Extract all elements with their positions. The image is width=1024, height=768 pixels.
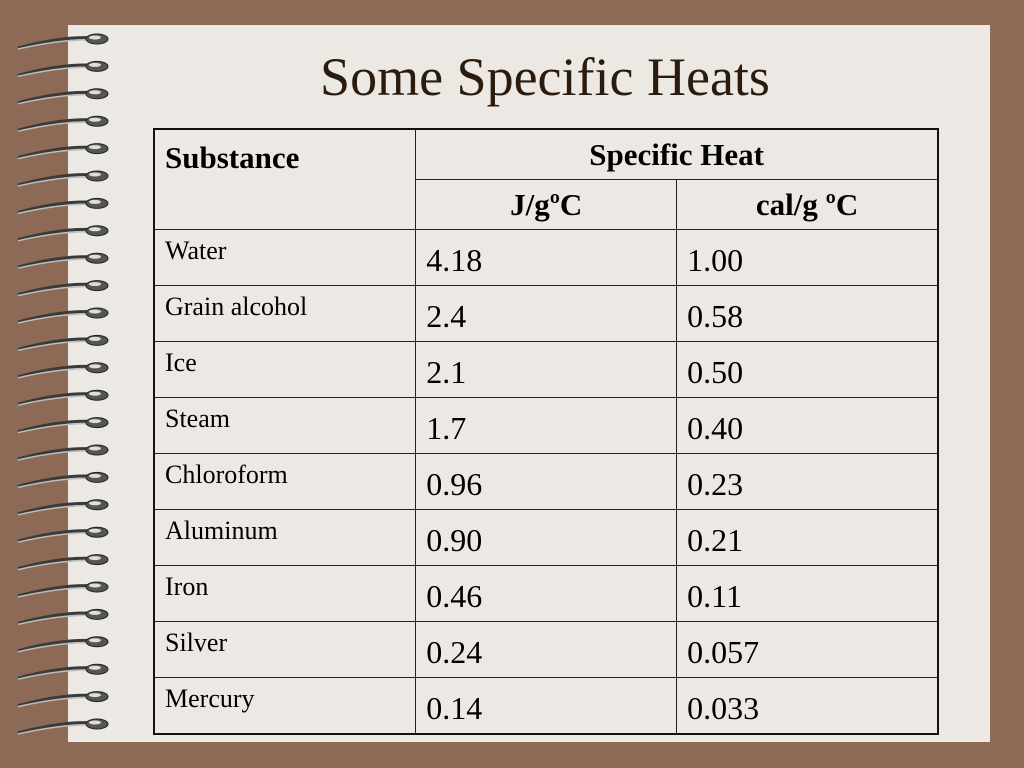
value-cell: 0.23 [676,453,939,510]
substance-cell: Water [153,229,417,286]
spiral-ring [89,556,101,561]
header-cell: cal/g ºC [676,179,939,230]
spiral-ring [89,638,101,643]
substance-cell: Grain alcohol [153,285,417,342]
spiral-ring [89,145,101,150]
value-cell: 0.033 [676,677,939,735]
specific-heat-table: Substance Specific Heat J/gºC cal/g ºC W… [153,128,939,735]
value-cell: 2.1 [415,341,678,398]
spiral-ring [89,446,101,451]
spiral-ring [89,473,101,478]
value-cell: 0.14 [415,677,678,735]
spiral-ring [89,693,101,698]
spiral-ring [89,528,101,533]
header-cell: J/gºC [415,179,678,230]
table-row: Mercury 0.14 0.033 [153,677,939,735]
substance-cell: Steam [153,397,417,454]
table-row: Silver 0.24 0.057 [153,621,939,678]
table-row: Steam 1.7 0.40 [153,397,939,454]
value-cell: 4.18 [415,229,678,286]
spiral-ring [89,199,101,204]
spiral-ring [89,336,101,341]
table-row: Water 4.18 1.00 [153,229,939,286]
value-cell: 0.90 [415,509,678,566]
value-cell: 2.4 [415,285,678,342]
spiral-ring [89,364,101,369]
spiral-ring [89,391,101,396]
table-row: Chloroform 0.96 0.23 [153,453,939,510]
spiral-ring [89,610,101,615]
value-cell: 0.21 [676,509,939,566]
table-row: Aluminum 0.90 0.21 [153,509,939,566]
value-cell: 1.7 [415,397,678,454]
value-cell: 1.00 [676,229,939,286]
value-cell: 0.057 [676,621,939,678]
slide-title: Some Specific Heats [320,47,770,107]
spiral-ring [89,583,101,588]
value-cell: 0.58 [676,285,939,342]
spiral-ring [89,35,101,40]
substance-cell: Mercury [153,677,417,735]
substance-cell: Aluminum [153,509,417,566]
value-cell: 0.11 [676,565,939,622]
table-row: Iron 0.46 0.11 [153,565,939,622]
spiral-ring [89,665,101,670]
spiral-ring [89,282,101,287]
spiral-binding [17,33,109,735]
substance-cell: Ice [153,341,417,398]
value-cell: 0.40 [676,397,939,454]
substance-cell: Silver [153,621,417,678]
spiral-ring [89,501,101,506]
value-cell: 0.96 [415,453,678,510]
substance-cell: Iron [153,565,417,622]
substance-cell: Chloroform [153,453,417,510]
table-row: Grain alcohol 2.4 0.58 [153,285,939,342]
spiral-ring [89,62,101,67]
table-row: Ice 2.1 0.50 [153,341,939,398]
header-cell: Specific Heat [415,128,939,180]
value-cell: 0.50 [676,341,939,398]
spiral-ring [89,90,101,95]
value-cell: 0.46 [415,565,678,622]
spiral-ring [89,227,101,232]
spiral-ring [89,720,101,725]
spiral-ring [89,172,101,177]
spiral-ring [89,117,101,122]
spiral-ring [89,309,101,314]
spiral-ring [89,419,101,424]
spiral-ring [89,254,101,259]
header-cell: Substance [153,128,417,230]
value-cell: 0.24 [415,621,678,678]
